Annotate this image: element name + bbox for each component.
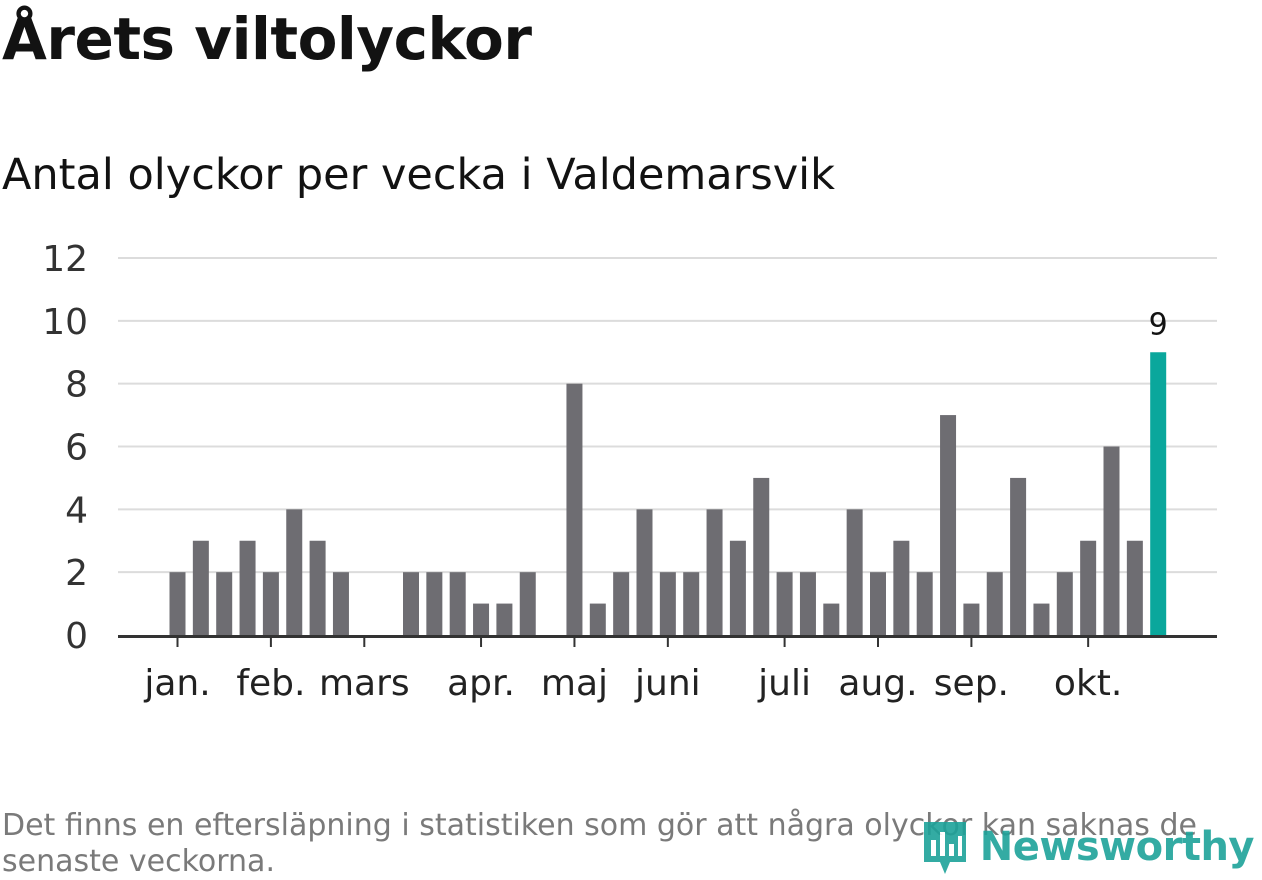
bar (519, 572, 536, 635)
y-tick-label: 4 (65, 490, 88, 531)
x-tick-label: jan. (143, 663, 210, 704)
y-tick-label: 12 (42, 239, 88, 280)
x-tick-label: juni (634, 663, 701, 704)
bar (1010, 477, 1027, 635)
x-tick-label: mars (319, 663, 410, 704)
bar (1080, 540, 1097, 635)
bar (1126, 540, 1143, 635)
bar-data-label: 9 (1149, 307, 1168, 342)
chart-subtitle: Antal olyckor per vecka i Valdemarsvik (2, 150, 836, 200)
bar (940, 415, 957, 635)
bar (426, 572, 443, 635)
bar (403, 572, 419, 635)
brand-logo: Newsworthy (920, 818, 1255, 876)
bar (893, 540, 910, 635)
bar (963, 603, 980, 635)
bar (262, 572, 279, 635)
bar (309, 540, 326, 635)
x-tick-label: apr. (447, 663, 515, 704)
x-tick-label: okt. (1054, 663, 1122, 704)
bar (776, 572, 793, 635)
bar (449, 572, 466, 635)
x-tick-label: sep. (934, 663, 1009, 704)
chart-title: Årets viltolyckor (2, 5, 532, 73)
bar-highlight (1150, 352, 1167, 635)
bar (823, 603, 840, 635)
brand-name: Newsworthy (979, 824, 1255, 870)
bar (286, 509, 303, 635)
y-tick-label: 10 (42, 302, 88, 343)
y-tick-label: 8 (65, 365, 88, 406)
y-tick-label: 0 (65, 616, 88, 657)
bar (589, 603, 606, 635)
bar (216, 572, 233, 635)
bar (659, 572, 676, 635)
bar (613, 572, 630, 635)
bar (239, 540, 256, 635)
bar (169, 572, 186, 635)
bar (1056, 572, 1073, 635)
bar (683, 572, 700, 635)
footnote: Det finns en eftersläpning i statistiken… (2, 808, 1197, 879)
bar (566, 383, 583, 635)
bar (192, 540, 209, 635)
bar (729, 540, 746, 635)
x-tick-label: feb. (236, 663, 305, 704)
bar (1033, 603, 1050, 635)
x-tick-label: juli (757, 663, 811, 704)
bar (332, 572, 349, 635)
bar (496, 603, 513, 635)
x-tick-label: maj (541, 663, 608, 704)
bar (1103, 446, 1120, 635)
bar (636, 509, 653, 635)
y-tick-label: 6 (65, 428, 88, 469)
x-tick-label: aug. (838, 663, 917, 704)
bar (799, 572, 816, 635)
bar (870, 572, 886, 635)
bar-chart: 0 2 4 6 8 10 12 9 jan. feb. mars apr. maj juni juli aug… (42, 239, 1217, 704)
y-tick-label: 2 (65, 553, 88, 594)
bar (846, 509, 863, 635)
bar (706, 509, 723, 635)
newsworthy-logo-icon (923, 822, 966, 874)
bar (753, 477, 770, 635)
bar (986, 572, 1003, 635)
bar (473, 603, 490, 635)
bar (916, 572, 933, 635)
